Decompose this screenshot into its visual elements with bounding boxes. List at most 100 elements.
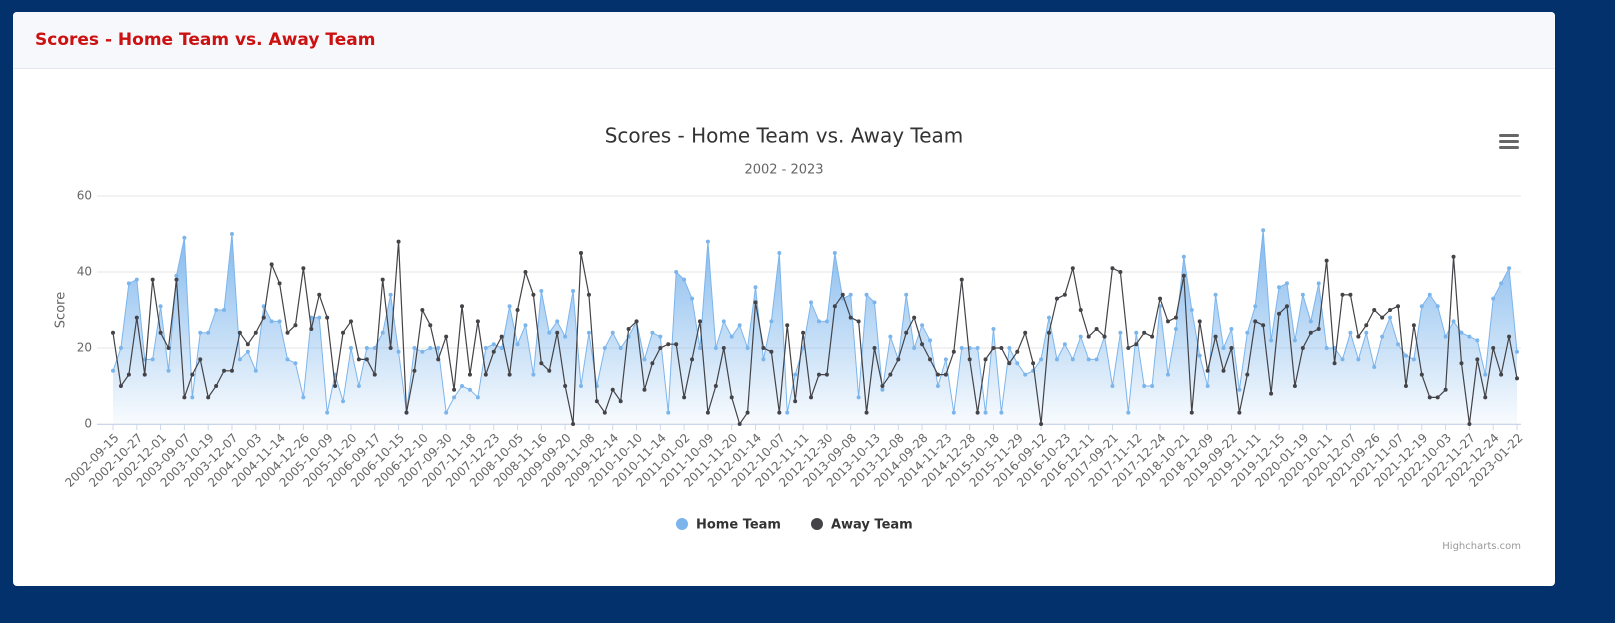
point xyxy=(690,296,695,301)
legend-symbol xyxy=(676,518,688,530)
point xyxy=(348,319,353,324)
point xyxy=(436,357,441,362)
point xyxy=(1165,372,1170,377)
point xyxy=(769,319,774,324)
y-tick-label: 20 xyxy=(77,341,92,355)
point xyxy=(1054,357,1059,362)
point xyxy=(547,368,552,373)
point xyxy=(237,330,242,335)
point xyxy=(317,315,322,320)
point xyxy=(563,334,568,339)
point xyxy=(880,384,885,388)
point xyxy=(1221,346,1226,350)
point xyxy=(428,346,433,350)
point xyxy=(1094,357,1099,362)
point xyxy=(935,384,940,388)
point xyxy=(341,399,346,404)
point xyxy=(856,395,861,400)
point xyxy=(1300,292,1305,297)
point xyxy=(555,319,560,324)
point xyxy=(928,338,933,343)
point xyxy=(618,346,623,350)
point xyxy=(912,346,917,350)
card-header: Scores - Home Team vs. Away Team xyxy=(13,12,1555,69)
point xyxy=(325,410,330,415)
point xyxy=(1253,304,1258,309)
point xyxy=(1261,323,1266,328)
point xyxy=(269,262,274,267)
point xyxy=(1277,285,1282,290)
point xyxy=(475,395,480,400)
point xyxy=(832,251,837,255)
point xyxy=(1435,304,1440,309)
point xyxy=(579,251,583,255)
point xyxy=(1142,330,1147,335)
point xyxy=(1507,266,1512,271)
point xyxy=(943,372,948,377)
point xyxy=(1292,384,1297,388)
point xyxy=(602,346,607,350)
point xyxy=(943,357,948,362)
point xyxy=(1419,372,1424,377)
point xyxy=(745,410,750,415)
point xyxy=(229,368,234,373)
point xyxy=(317,292,322,297)
point xyxy=(1284,304,1289,309)
point xyxy=(1062,342,1067,347)
point xyxy=(1483,395,1488,400)
point xyxy=(864,292,869,297)
point xyxy=(491,349,496,354)
point xyxy=(713,384,718,388)
point xyxy=(1134,330,1139,335)
point xyxy=(158,304,163,309)
point xyxy=(602,410,607,415)
point xyxy=(404,410,409,415)
point xyxy=(856,319,861,324)
point xyxy=(1499,372,1504,377)
point xyxy=(301,395,306,400)
menu-button[interactable] xyxy=(1499,134,1519,149)
legend-label: Away Team xyxy=(831,518,913,533)
point xyxy=(721,346,726,350)
point xyxy=(412,368,417,373)
point xyxy=(761,346,766,350)
point xyxy=(586,292,591,297)
point xyxy=(174,277,179,282)
point xyxy=(499,346,504,350)
point xyxy=(118,346,123,350)
point xyxy=(793,399,798,404)
point xyxy=(507,304,512,309)
point xyxy=(1403,353,1408,358)
point xyxy=(111,368,115,373)
point xyxy=(571,289,576,293)
point xyxy=(713,346,718,350)
point xyxy=(420,308,425,312)
point xyxy=(785,410,790,415)
point xyxy=(1165,319,1170,324)
point xyxy=(793,372,798,377)
point xyxy=(1047,330,1051,335)
point xyxy=(547,330,552,335)
point xyxy=(745,346,750,350)
menu-bar xyxy=(1499,140,1519,143)
point xyxy=(134,315,139,320)
point xyxy=(975,346,980,350)
point xyxy=(1221,368,1226,373)
point xyxy=(1356,334,1361,339)
point xyxy=(1308,330,1313,335)
point xyxy=(388,292,393,297)
point xyxy=(396,349,401,354)
point xyxy=(229,232,234,236)
point xyxy=(967,357,972,362)
area xyxy=(113,230,1517,424)
point xyxy=(1396,304,1401,309)
point xyxy=(237,357,242,362)
point xyxy=(999,410,1004,415)
y-tick-label: 0 xyxy=(84,417,92,431)
point xyxy=(959,346,964,350)
point xyxy=(1388,315,1393,320)
point xyxy=(888,334,893,339)
point xyxy=(1388,308,1393,312)
point xyxy=(610,330,615,335)
point xyxy=(801,330,806,335)
